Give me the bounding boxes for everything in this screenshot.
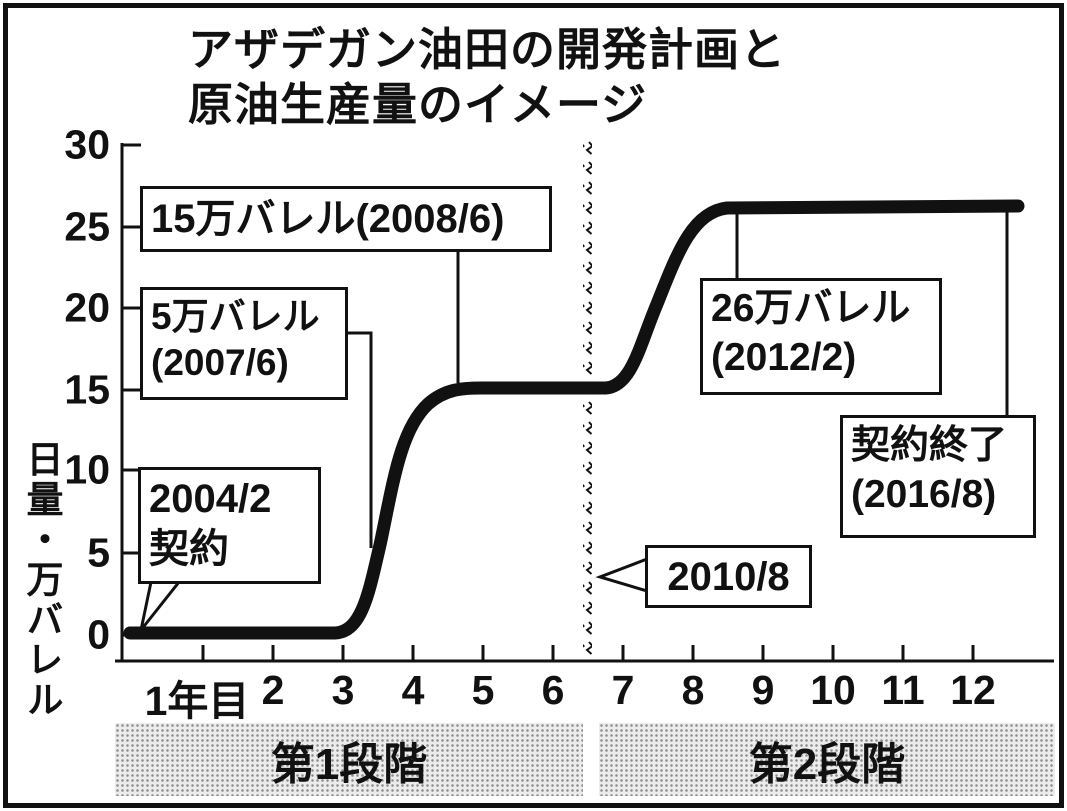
annotation-contract-end: 契約終了 (2016/8): [840, 415, 1036, 538]
chart-title-line1: アザデガン油田の開発計画と: [188, 24, 787, 75]
annotation-26man-line2: (2012/2): [711, 335, 857, 379]
annotation-contract-end-line2: (2016/8): [851, 472, 997, 516]
phase-boundary-callout-tail: [595, 556, 649, 594]
annotation-contract-line1: 2004/2: [149, 477, 272, 521]
y-tick-label: 0: [87, 611, 110, 658]
x-tick-label: 2: [261, 667, 285, 713]
annotation-5man-line2: (2007/6): [151, 342, 289, 384]
y-tick-label: 15: [64, 366, 110, 413]
phase2-band: 第2段階: [599, 723, 1055, 796]
annotation-26man-line1: 26万バレル: [711, 287, 911, 330]
production-curve: [123, 199, 1025, 640]
x-tick-label: 6: [541, 667, 565, 713]
contract-callout-tail: [139, 580, 183, 631]
x-tick-label: 7: [611, 667, 635, 713]
annotation-5man-barrel: 5万バレル (2007/6): [140, 287, 348, 400]
leader-5man: [347, 331, 373, 548]
annotation-15man-text: 15万バレル(2008/6): [151, 197, 505, 241]
annotation-26man-barrel: 26万バレル (2012/2): [700, 278, 942, 395]
y-tick-label: 25: [64, 203, 110, 250]
leader-lines: [347, 210, 1009, 548]
y-tick-label: 10: [64, 446, 110, 493]
x-tick-label: 11: [881, 667, 925, 713]
annotation-contract-2004: 2004/2 契約: [138, 467, 321, 584]
annotation-phase-boundary-text: 2010/8: [667, 554, 790, 599]
x-axis-ticks: [201, 645, 975, 661]
chart-title: アザデガン油田の開発計画と 原油生産量のイメージ: [188, 22, 786, 132]
x-tick-label: 5: [471, 667, 495, 713]
annotation-5man-line1: 5万バレル: [151, 296, 320, 337]
phase1-label: 第1段階: [270, 739, 428, 789]
y-tick-label: 30: [64, 121, 110, 168]
phase-boundary-dashed-line: [583, 140, 592, 661]
x-tick-label: 12: [950, 667, 996, 713]
y-tick-label: 20: [64, 284, 110, 331]
x-tick-label: 8: [681, 667, 705, 713]
phase1-band: 第1段階: [115, 723, 583, 796]
phase2-label: 第2段階: [748, 739, 906, 789]
x-tick-label: 9: [751, 667, 775, 713]
annotation-contract-end-line1: 契約終了: [851, 424, 1008, 467]
chart-title-line2: 原油生産量のイメージ: [188, 79, 648, 130]
annotation-phase-boundary-2010: 2010/8: [645, 545, 812, 608]
annotation-contract-line2: 契約: [149, 527, 229, 571]
x-tick-label: 1年目: [144, 678, 250, 724]
x-tick-label: 10: [810, 667, 856, 713]
annotation-15man-barrel: 15万バレル(2008/6): [140, 186, 552, 252]
x-tick-label: 4: [401, 667, 425, 713]
y-axis-title: 日量・万バレル: [21, 440, 62, 720]
x-tick-label: 3: [331, 667, 355, 713]
y-tick-label: 5: [87, 529, 110, 576]
